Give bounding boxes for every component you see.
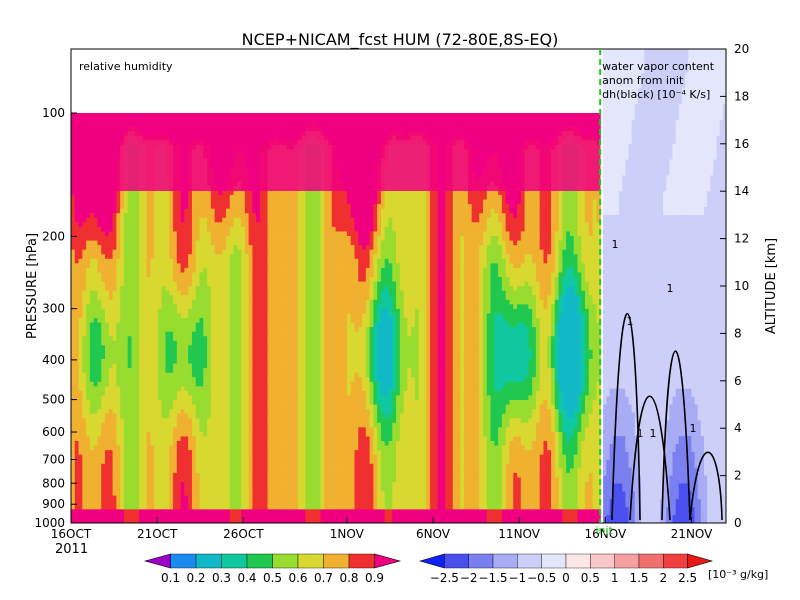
contour-line: [689, 451, 723, 521]
anom-unit-label: [10⁻³ g/kg]: [708, 568, 768, 581]
pressure-tick-label: 400: [42, 353, 65, 367]
rh-colorbar-swatch: [170, 553, 197, 569]
anom-field: [603, 49, 726, 523]
rh-colorbar-end: [143, 553, 171, 569]
rh-colorbar-label: 0.9: [365, 571, 384, 585]
anom-colorbar-end: [687, 553, 714, 569]
ylabel-left: PRESSURE [hPa]: [25, 233, 40, 339]
rh-colorbar-label: 0.6: [288, 571, 307, 585]
altitude-tick-label: 16: [734, 137, 749, 151]
rh-colorbar-swatch: [272, 553, 299, 569]
anom-colorbar-label: −1.5: [478, 571, 507, 585]
contour-label: 1: [667, 282, 674, 295]
init-label: init: [595, 524, 613, 537]
rh-colorbar-end: [374, 553, 402, 569]
ylabel-right: ALTITUDE [km]: [764, 238, 779, 334]
upper-moist-band: [71, 113, 601, 191]
right-panel-label: anom from init: [602, 74, 684, 87]
contour-line: [629, 395, 671, 521]
anom-colorbar-label: −2.5: [430, 571, 459, 585]
pressure-tick-label: 100: [42, 106, 65, 120]
altitude-tick-label: 0: [734, 516, 742, 530]
rh-colorbar-swatch: [221, 553, 248, 569]
anom-colorbar-label: 2: [660, 571, 668, 585]
chart-title: NCEP+NICAM_fcst HUM (72-80E,8S-EQ): [242, 30, 559, 50]
anom-colorbar-swatch: [541, 553, 567, 569]
anom-colorbar-end: [418, 553, 445, 569]
altitude-tick-label: 14: [734, 184, 749, 198]
altitude-tick-label: 8: [734, 326, 742, 340]
anom-colorbar-swatch: [663, 553, 688, 569]
anom-colorbar-swatch: [468, 553, 494, 569]
anom-colorbar-swatch: [590, 553, 615, 569]
anom-colorbar-label: 0: [562, 571, 570, 585]
altitude-tick-label: 20: [734, 42, 749, 56]
anom-colorbar-swatch: [444, 553, 469, 569]
rh-field: [71, 113, 601, 523]
x-tick-label: 11NOV: [498, 527, 540, 541]
contour-label: 1: [650, 427, 657, 440]
x-tick-label: 21NOV: [671, 527, 713, 541]
pressure-tick-label: 500: [42, 393, 65, 407]
anom-colorbar-label: −2: [460, 571, 478, 585]
rh-colorbar-swatch: [246, 553, 273, 569]
contour-line: [611, 312, 641, 521]
anom-colorbar-label: −1: [508, 571, 526, 585]
rh-colorbar-label: 0.4: [237, 571, 256, 585]
anom-colorbar-swatch: [565, 553, 591, 569]
anom-colorbar-label: 2.5: [678, 571, 697, 585]
pressure-tick-label: 200: [42, 229, 65, 243]
x-tick-label: 26OCT: [223, 527, 264, 541]
anom-colorbar-swatch: [517, 553, 542, 569]
contour-label: 1: [627, 315, 634, 328]
pressure-tick-label: 600: [42, 425, 65, 439]
x-tick-label: 21OCT: [137, 527, 178, 541]
left-panel-label: relative humidity: [79, 60, 173, 73]
right-panel-label: water vapor content: [602, 60, 715, 73]
contour-label: 1: [690, 422, 697, 435]
pressure-tick-label: 300: [42, 302, 65, 316]
right-panel-label: dh(black) [10⁻⁴ K/s]: [602, 88, 710, 101]
anom-colorbar-label: 1.5: [629, 571, 648, 585]
anom-colorbar-label: 1: [611, 571, 619, 585]
rh-colorbar-label: 0.5: [263, 571, 282, 585]
contour-line: [661, 350, 691, 521]
altitude-tick-label: 10: [734, 279, 749, 293]
rh-colorbar-swatch: [297, 553, 324, 569]
altitude-tick-label: 18: [734, 89, 749, 103]
pressure-tick-label: 700: [42, 452, 65, 466]
x-tick-label: 6NOV: [416, 527, 451, 541]
anom-colorbar-label: −0.5: [527, 571, 556, 585]
pressure-tick-label: 800: [42, 476, 65, 490]
anom-colorbar-swatch: [638, 553, 664, 569]
x-year-label: 2011: [55, 542, 88, 557]
contour-label: 1: [637, 427, 644, 440]
rh-colorbar-label: 0.7: [314, 571, 333, 585]
rh-colorbar-swatch: [195, 553, 222, 569]
x-tick-label: 1NOV: [330, 527, 365, 541]
altitude-tick-label: 4: [734, 421, 742, 435]
anom-colorbar-label: 0.5: [581, 571, 600, 585]
rh-colorbar-label: 0.1: [161, 571, 180, 585]
pressure-tick-label: 900: [42, 497, 65, 511]
contour-label: 1: [612, 238, 619, 251]
rh-colorbar-label: 0.2: [186, 571, 205, 585]
altitude-tick-label: 2: [734, 469, 742, 483]
altitude-tick-label: 6: [734, 374, 742, 388]
anom-colorbar-swatch: [492, 553, 518, 569]
rh-colorbar-swatch: [348, 553, 375, 569]
anom-colorbar-swatch: [614, 553, 640, 569]
x-tick-label: 16NOV: [584, 527, 626, 541]
pressure-tick-label: 1000: [34, 516, 65, 530]
rh-colorbar-label: 0.3: [212, 571, 231, 585]
rh-colorbar-swatch: [323, 553, 350, 569]
rh-colorbar-label: 0.8: [339, 571, 358, 585]
x-tick-label: 16OCT: [51, 527, 92, 541]
altitude-tick-label: 12: [734, 232, 749, 246]
